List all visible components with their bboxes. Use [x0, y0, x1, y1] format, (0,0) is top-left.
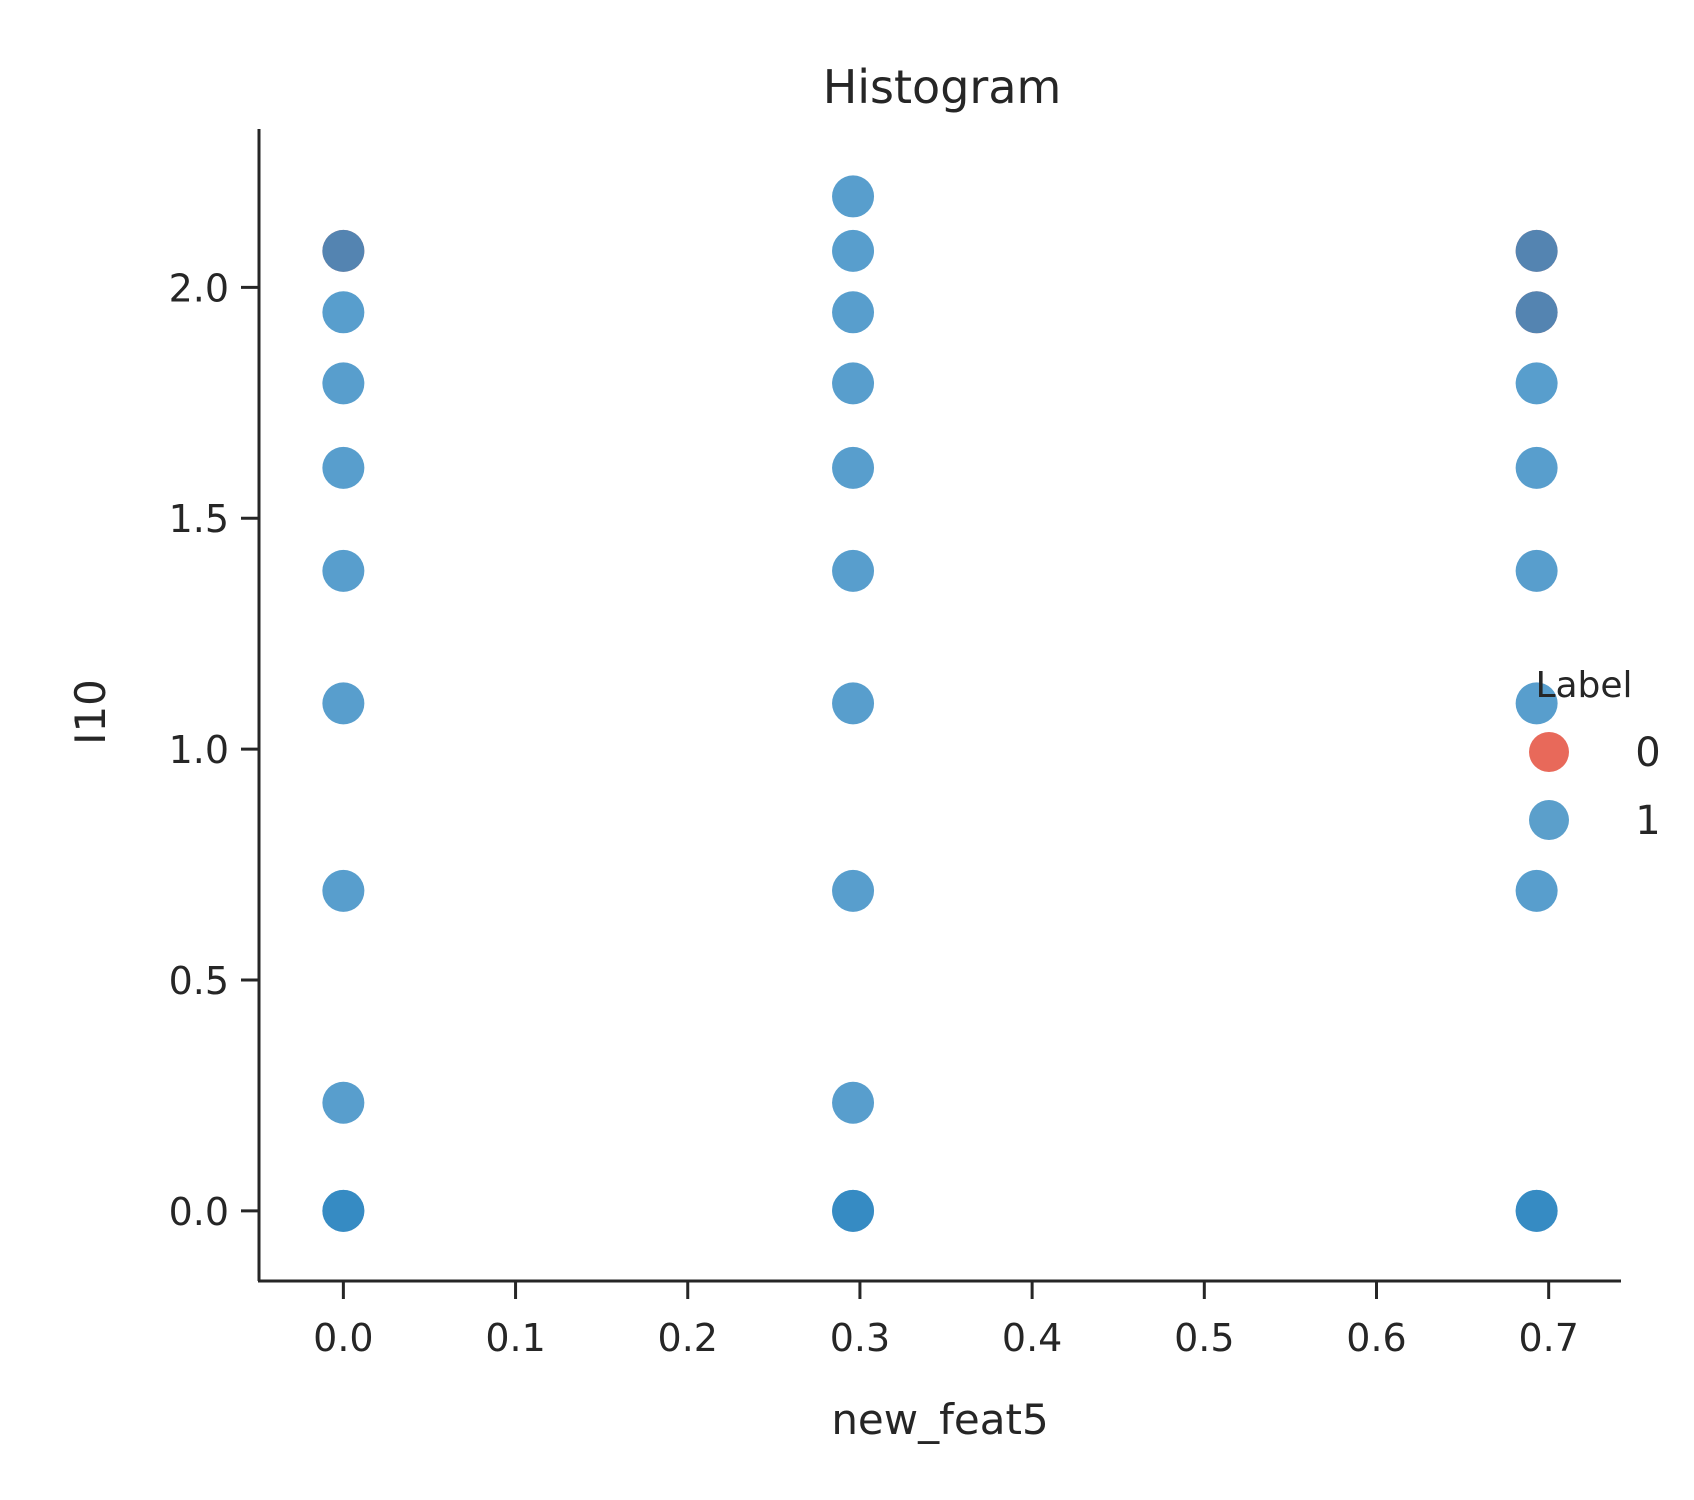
scatter-point-label-1: [322, 229, 365, 272]
scatter-point-label-1: [1515, 549, 1558, 592]
scatter-point-label-1: [322, 291, 365, 334]
scatter-point-label-1: [1515, 291, 1558, 334]
scatter-point-label-1: [832, 1081, 875, 1124]
scatter-point-label-1: [832, 362, 875, 405]
scatter-point-label-1: [1515, 229, 1558, 272]
y-ticks: 0.0 0.5 1.0 1.5 2.0: [169, 266, 259, 1234]
x-tick-label: 0.6: [1346, 1316, 1406, 1360]
x-tick-label: 0.5: [1174, 1316, 1234, 1360]
legend-label: 0: [1635, 730, 1660, 776]
x-axis-label: new_feat5: [831, 1395, 1048, 1444]
y-tick-label: 1.5: [169, 497, 229, 541]
scatter-point-label-1: [832, 229, 875, 272]
y-tick-label: 0.5: [169, 959, 229, 1003]
scatter-point-label-1: [1515, 869, 1558, 912]
y-tick-label: 2.0: [169, 266, 229, 310]
y-tick-label: 1.0: [169, 728, 229, 772]
x-ticks: 0.0 0.1 0.2 0.3 0.4 0.5 0.6 0.7: [313, 1281, 1579, 1360]
legend-entries: 01: [1529, 730, 1661, 844]
y-axis-label: I10: [66, 679, 115, 745]
scatter-point-label-1: [322, 1189, 365, 1232]
scatter-point-label-1: [832, 291, 875, 334]
scatter-point-label-1: [322, 682, 365, 725]
legend-title: Label: [1535, 665, 1632, 706]
legend-label: 1: [1635, 798, 1660, 844]
scatter-point-label-1: [322, 1081, 365, 1124]
scatter-point-label-1: [832, 175, 875, 218]
points-layer: [322, 175, 1558, 1232]
legend-marker: [1529, 800, 1569, 840]
chart-title: Histogram: [823, 60, 1062, 114]
scatter-point-label-1: [832, 446, 875, 489]
scatter-point-label-1: [1515, 682, 1558, 725]
x-tick-label: 0.1: [485, 1316, 545, 1360]
scatter-point-label-1: [832, 1189, 875, 1232]
scatter-point-label-1: [1515, 446, 1558, 489]
scatter-point-label-1: [1515, 1189, 1558, 1232]
scatter-point-label-1: [322, 362, 365, 405]
legend: Label 01: [1529, 665, 1661, 844]
scatter-point-label-1: [832, 549, 875, 592]
legend-marker: [1529, 732, 1569, 772]
scatter-point-label-1: [832, 869, 875, 912]
x-tick-label: 0.0: [313, 1316, 373, 1360]
scatter-point-label-1: [322, 549, 365, 592]
x-tick-label: 0.2: [658, 1316, 718, 1360]
y-tick-label: 0.0: [169, 1190, 229, 1234]
scatter-point-label-1: [322, 869, 365, 912]
x-tick-label: 0.4: [1002, 1316, 1062, 1360]
x-tick-label: 0.3: [830, 1316, 890, 1360]
x-tick-label: 0.7: [1518, 1316, 1578, 1360]
scatter-point-label-1: [1515, 362, 1558, 405]
scatter-point-label-1: [832, 682, 875, 725]
scatter-point-label-1: [322, 446, 365, 489]
